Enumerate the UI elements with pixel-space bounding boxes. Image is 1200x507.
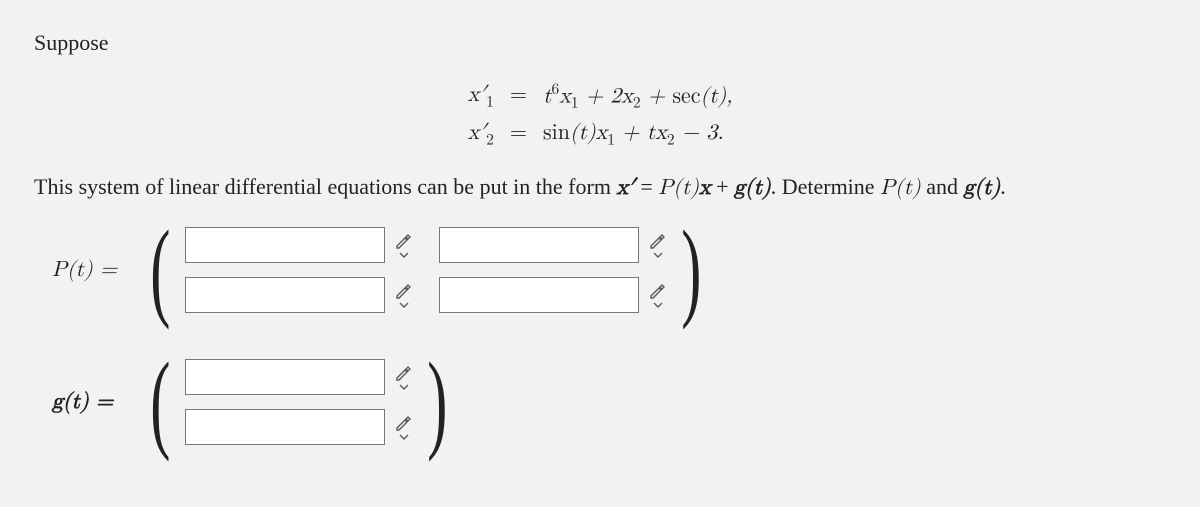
g-right-paren: ) — [427, 359, 447, 445]
chevron-down-icon — [399, 252, 409, 258]
p-right-paren: ) — [681, 227, 701, 313]
g-label: g(t) = — [52, 389, 142, 415]
intro-text: Suppose — [34, 30, 1166, 56]
p-cell-21 — [185, 277, 413, 313]
instr-gt: g(t) — [734, 177, 771, 199]
p-edit-21[interactable] — [395, 282, 413, 308]
eq1-lhs: x′1 — [468, 78, 494, 116]
g-edit-2[interactable] — [395, 414, 413, 440]
chevron-down-icon — [653, 302, 663, 308]
p-cell-12 — [439, 227, 667, 263]
p-cell-22 — [439, 277, 667, 313]
instr-plus: + — [711, 174, 734, 199]
p-label: P(t) = — [52, 257, 142, 283]
eq2-lhs: x′2 — [468, 116, 494, 152]
p-edit-22[interactable] — [649, 282, 667, 308]
g-input-1[interactable] — [185, 359, 385, 395]
p-edit-11[interactable] — [395, 232, 413, 258]
instr-gt2: g(t) — [964, 177, 1001, 199]
chevron-down-icon — [653, 252, 663, 258]
g-cell-2 — [185, 409, 413, 445]
chevron-down-icon — [399, 302, 409, 308]
eq2-rhs: sin(t)x1 + tx2 − 3. — [543, 116, 732, 152]
g-edit-1[interactable] — [395, 364, 413, 390]
instr-and: and — [921, 174, 964, 199]
pencil-icon — [649, 282, 667, 300]
g-answer-row: g(t) = ( ) — [52, 359, 1166, 445]
g-cell-1 — [185, 359, 413, 395]
pencil-icon — [395, 232, 413, 250]
instr-eq: = — [635, 174, 658, 199]
g-input-2[interactable] — [185, 409, 385, 445]
pencil-icon — [395, 282, 413, 300]
p-left-paren: ( — [150, 227, 170, 313]
p-matrix — [185, 227, 667, 313]
equation-block: x′1 = t6x1 + 2x2 + sec(t), x′2 = sin(t)x… — [34, 78, 1166, 152]
instr-part1: This system of linear differential equat… — [34, 174, 616, 199]
instruction-text: This system of linear differential equat… — [34, 174, 1166, 201]
instr-pt2: P(t) — [880, 177, 921, 199]
p-answer-row: P(t) = ( — [52, 227, 1166, 313]
eq1-equals: = — [510, 78, 527, 116]
instr-dot: . — [1000, 174, 1006, 199]
instr-xprime: x′ — [616, 177, 634, 199]
p-input-11[interactable] — [185, 227, 385, 263]
instr-x: x — [699, 177, 711, 199]
g-left-paren: ( — [150, 359, 170, 445]
p-input-12[interactable] — [439, 227, 639, 263]
eq1-rhs: t6x1 + 2x2 + sec(t), — [543, 78, 732, 116]
g-matrix — [185, 359, 413, 445]
pencil-icon — [649, 232, 667, 250]
pencil-icon — [395, 364, 413, 382]
p-input-21[interactable] — [185, 277, 385, 313]
instr-part2: . Determine — [771, 174, 880, 199]
chevron-down-icon — [399, 384, 409, 390]
p-edit-12[interactable] — [649, 232, 667, 258]
pencil-icon — [395, 414, 413, 432]
p-cell-11 — [185, 227, 413, 263]
instr-pt: P(t) — [658, 177, 699, 199]
chevron-down-icon — [399, 434, 409, 440]
eq2-equals: = — [510, 116, 527, 152]
p-input-22[interactable] — [439, 277, 639, 313]
